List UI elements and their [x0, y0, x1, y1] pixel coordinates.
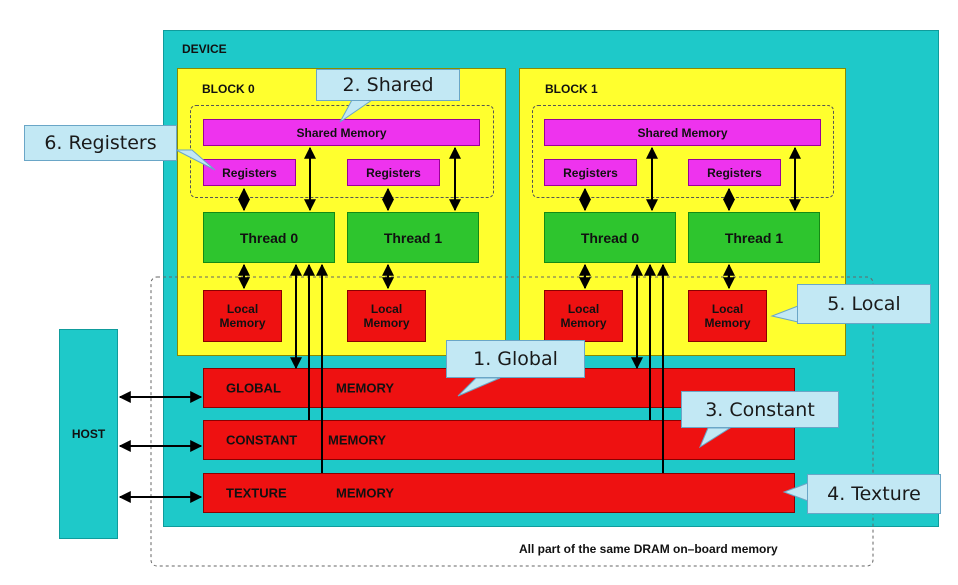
texture-memory-label-a: TEXTURE — [226, 485, 287, 501]
block-1-local-memory-1: Local Memory — [688, 290, 767, 342]
callout-registers: 6. Registers — [24, 125, 177, 161]
block-0-local-memory-1: Local Memory — [347, 290, 426, 342]
callout-shared-tail — [339, 99, 374, 123]
block-0-label: BLOCK 0 — [202, 82, 255, 96]
dram-region-outline — [150, 276, 874, 567]
block-1-registers-0: Registers — [544, 159, 637, 186]
constant-memory-label-a: CONSTANT — [226, 432, 298, 448]
block-1-local-memory-0: Local Memory — [544, 290, 623, 342]
block-0-local-memory-0: Local Memory — [203, 290, 282, 342]
constant-memory-label-b: MEMORY — [328, 432, 387, 448]
block-1-shared-region — [532, 105, 834, 198]
block-0-thread-0: Thread 0 — [203, 212, 335, 263]
texture-memory: TEXTURE MEMORY — [203, 473, 795, 513]
texture-memory-label-b: MEMORY — [336, 485, 395, 501]
global-memory-label-b: MEMORY — [336, 380, 395, 396]
callout-texture: 4. Texture — [807, 474, 941, 514]
block-1-shared-memory: Shared Memory — [544, 119, 821, 146]
callout-constant: 3. Constant — [681, 391, 839, 428]
callout-constant-tail — [698, 427, 732, 449]
block-1-thread-0: Thread 0 — [544, 212, 676, 263]
callout-local: 5. Local — [797, 284, 931, 324]
block-0-registers-1: Registers — [347, 159, 440, 186]
block-0-registers-0: Registers — [203, 159, 296, 186]
callout-local-tail — [770, 305, 799, 323]
block-1-label: BLOCK 1 — [545, 82, 598, 96]
host-box: HOST — [59, 329, 118, 539]
global-memory-label-a: GLOBAL — [226, 380, 281, 396]
block-1-thread-1: Thread 1 — [688, 212, 820, 263]
footer-note: All part of the same DRAM on–board memor… — [519, 542, 778, 556]
device-label: DEVICE — [182, 42, 227, 56]
callout-global-tail — [457, 377, 501, 397]
callout-texture-tail — [782, 482, 809, 502]
callout-shared: 2. Shared — [316, 69, 460, 101]
callout-registers-tail — [175, 149, 216, 171]
block-1-registers-1: Registers — [688, 159, 781, 186]
callout-global: 1. Global — [446, 340, 585, 378]
block-0-thread-1: Thread 1 — [347, 212, 479, 263]
